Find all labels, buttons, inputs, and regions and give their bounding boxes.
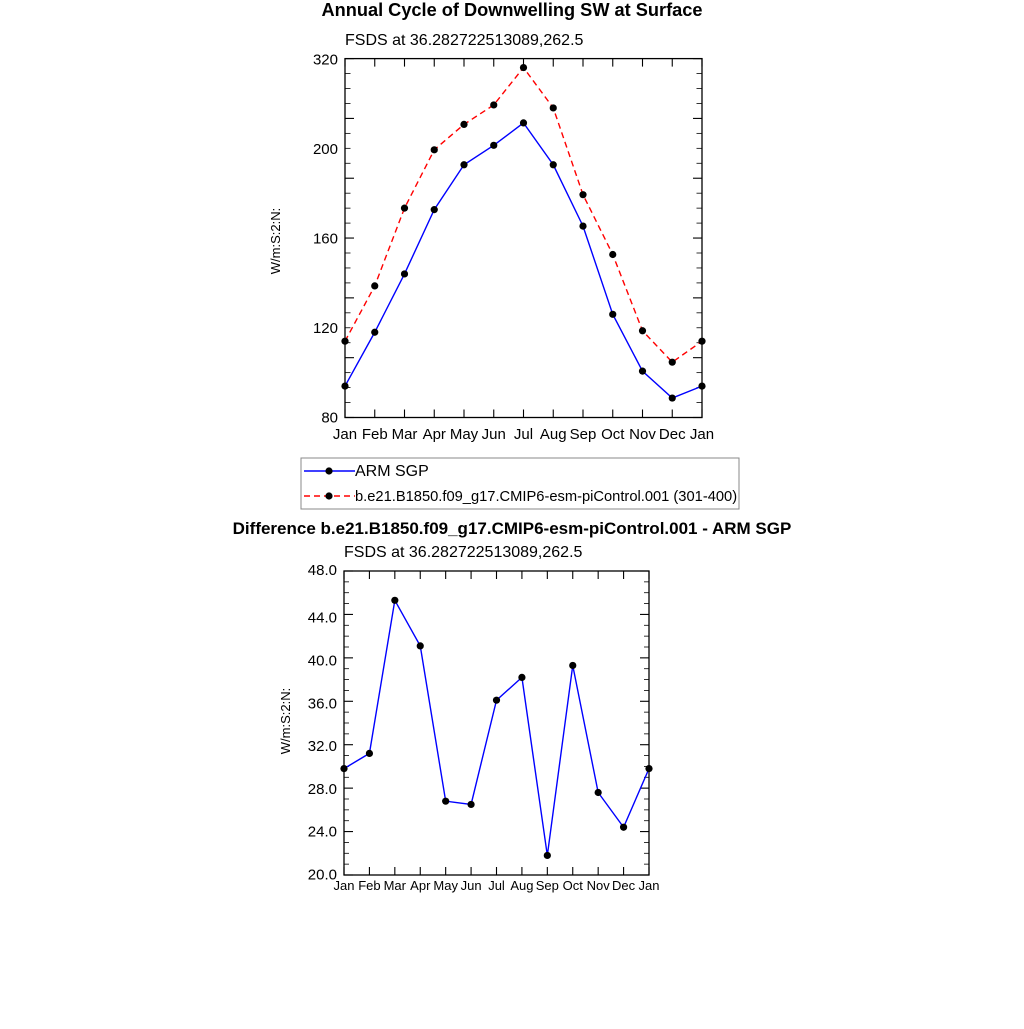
svg-text:Mar: Mar bbox=[384, 878, 407, 893]
svg-text:32.0: 32.0 bbox=[308, 738, 337, 755]
svg-text:Oct: Oct bbox=[601, 426, 625, 443]
svg-text:Jan: Jan bbox=[690, 426, 714, 443]
svg-text:Jun: Jun bbox=[461, 878, 482, 893]
svg-text:Feb: Feb bbox=[358, 878, 380, 893]
svg-text:Aug: Aug bbox=[540, 426, 567, 443]
svg-text:Dec: Dec bbox=[659, 426, 686, 443]
svg-text:W/m:S:2:N:: W/m:S:2:N: bbox=[268, 208, 283, 274]
svg-text:Jan: Jan bbox=[334, 878, 355, 893]
svg-text:b.e21.B1850.f09_g17.CMIP6-esm-: b.e21.B1850.f09_g17.CMIP6-esm-piControl.… bbox=[355, 489, 737, 505]
svg-text:Jan: Jan bbox=[639, 878, 660, 893]
svg-text:Jul: Jul bbox=[514, 426, 533, 443]
svg-text:Apr: Apr bbox=[423, 426, 446, 443]
svg-text:Dec: Dec bbox=[612, 878, 636, 893]
svg-text:320: 320 bbox=[313, 52, 338, 69]
svg-text:May: May bbox=[450, 426, 479, 443]
svg-text:Annual Cycle of Downwelling SW: Annual Cycle of Downwelling SW at Surfac… bbox=[322, 0, 703, 20]
svg-text:36.0: 36.0 bbox=[308, 695, 337, 712]
svg-text:Sep: Sep bbox=[570, 426, 597, 443]
svg-text:40.0: 40.0 bbox=[308, 652, 337, 669]
svg-text:ARM SGP: ARM SGP bbox=[355, 463, 429, 480]
svg-text:200: 200 bbox=[313, 141, 338, 158]
svg-text:24.0: 24.0 bbox=[308, 824, 337, 841]
svg-text:Difference b.e21.B1850.f09_g17: Difference b.e21.B1850.f09_g17.CMIP6-esm… bbox=[233, 519, 792, 538]
svg-text:May: May bbox=[433, 878, 458, 893]
svg-text:Oct: Oct bbox=[563, 878, 584, 893]
svg-text:80: 80 bbox=[321, 410, 338, 427]
svg-text:Jun: Jun bbox=[482, 426, 506, 443]
svg-text:Jul: Jul bbox=[488, 878, 505, 893]
svg-text:44.0: 44.0 bbox=[308, 610, 337, 627]
svg-text:28.0: 28.0 bbox=[308, 781, 337, 798]
svg-text:Nov: Nov bbox=[629, 426, 656, 443]
svg-text:120: 120 bbox=[313, 320, 338, 337]
svg-text:Apr: Apr bbox=[410, 878, 431, 893]
svg-text:Jan: Jan bbox=[333, 426, 357, 443]
svg-text:48.0: 48.0 bbox=[308, 562, 337, 579]
svg-text:Feb: Feb bbox=[362, 426, 388, 443]
svg-text:FSDS at 36.282722513089,262.5: FSDS at 36.282722513089,262.5 bbox=[344, 544, 583, 561]
svg-text:FSDS at 36.282722513089,262.5: FSDS at 36.282722513089,262.5 bbox=[345, 32, 584, 49]
svg-text:Sep: Sep bbox=[536, 878, 559, 893]
svg-text:Nov: Nov bbox=[587, 878, 611, 893]
svg-text:W/m:S:2:N:: W/m:S:2:N: bbox=[278, 688, 293, 754]
svg-text:Mar: Mar bbox=[392, 426, 418, 443]
svg-text:160: 160 bbox=[313, 231, 338, 248]
svg-text:Aug: Aug bbox=[510, 878, 533, 893]
